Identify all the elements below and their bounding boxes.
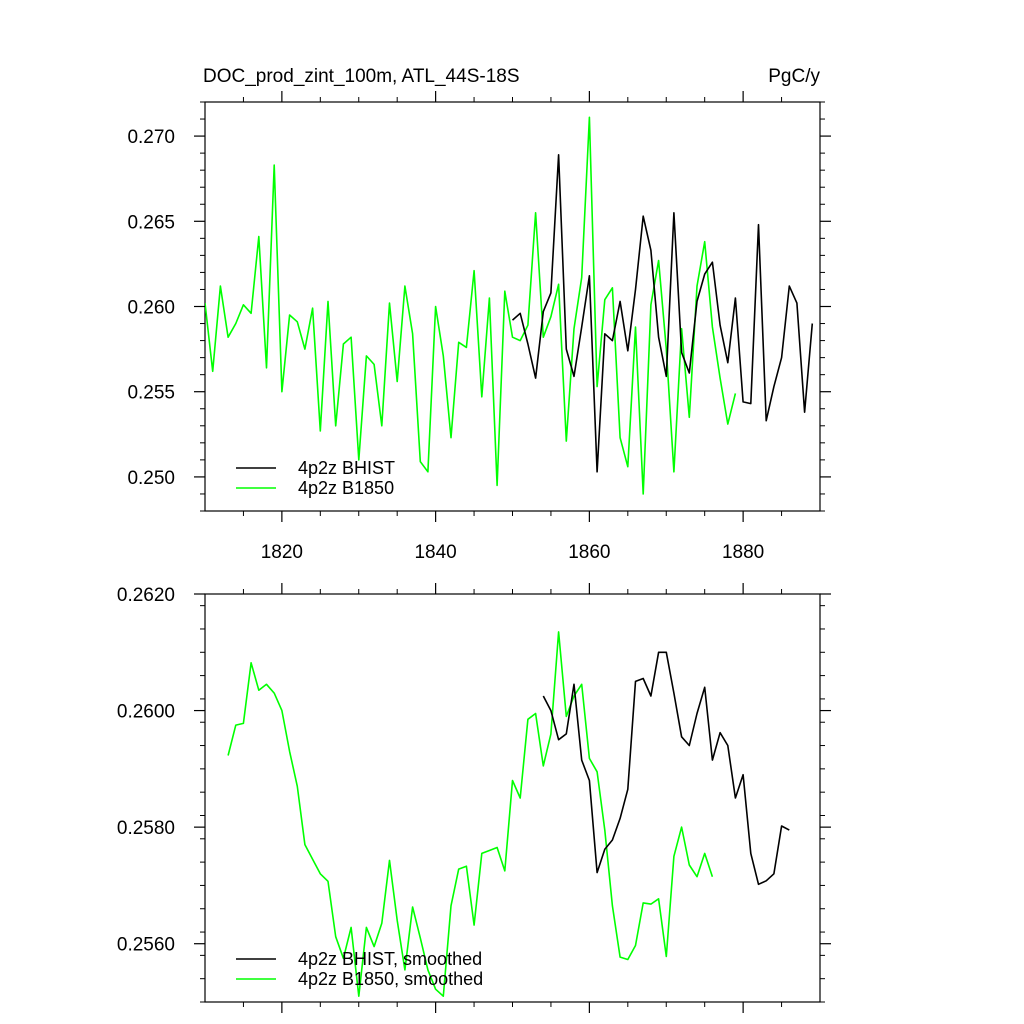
y-tick-label: 0.265 [127, 212, 175, 233]
series-line-b1850 [205, 116, 737, 495]
y-tick-label: 0.2600 [117, 702, 175, 723]
y-tick-label: 0.2560 [117, 935, 175, 956]
y-tick-label: 0.2620 [117, 585, 175, 606]
y-tick-label: 0.250 [127, 468, 175, 489]
series-line-b1850 [227, 631, 714, 997]
x-tick-label: 1820 [261, 542, 303, 563]
y-tick-label: 0.270 [127, 127, 175, 148]
legend-label: 4p2z BHIST, smoothed [298, 949, 482, 969]
x-tick-label: 1840 [414, 542, 456, 563]
legend-label: 4p2z BHIST [298, 458, 395, 478]
legend-label: 4p2z B1850, smoothed [298, 969, 483, 989]
plot-frame [204, 593, 821, 1003]
plot-frame [204, 101, 821, 512]
panel-raw: 1820 1840 1860 1880 0.250 0.255 0.260 0.265 0.27… [127, 91, 831, 563]
y-tick-label: 0.260 [127, 298, 175, 319]
y-tick-label: 0.255 [127, 383, 175, 404]
x-tick-label: 1880 [722, 542, 764, 563]
chart-title: DOC_prod_zint_100m, ATL_44S-18S [203, 66, 520, 87]
panel-smoothed: 0.2560 0.2580 0.2600 0.2620 4p2z BHIST, smoo… [117, 583, 831, 1013]
series-line-bhist [511, 154, 814, 473]
series-line-bhist [542, 651, 790, 886]
x-tick-label: 1860 [568, 542, 610, 563]
y-tick-label: 0.2580 [117, 818, 175, 839]
legend-label: 4p2z B1850 [298, 478, 394, 498]
chart-units: PgC/y [768, 66, 820, 87]
